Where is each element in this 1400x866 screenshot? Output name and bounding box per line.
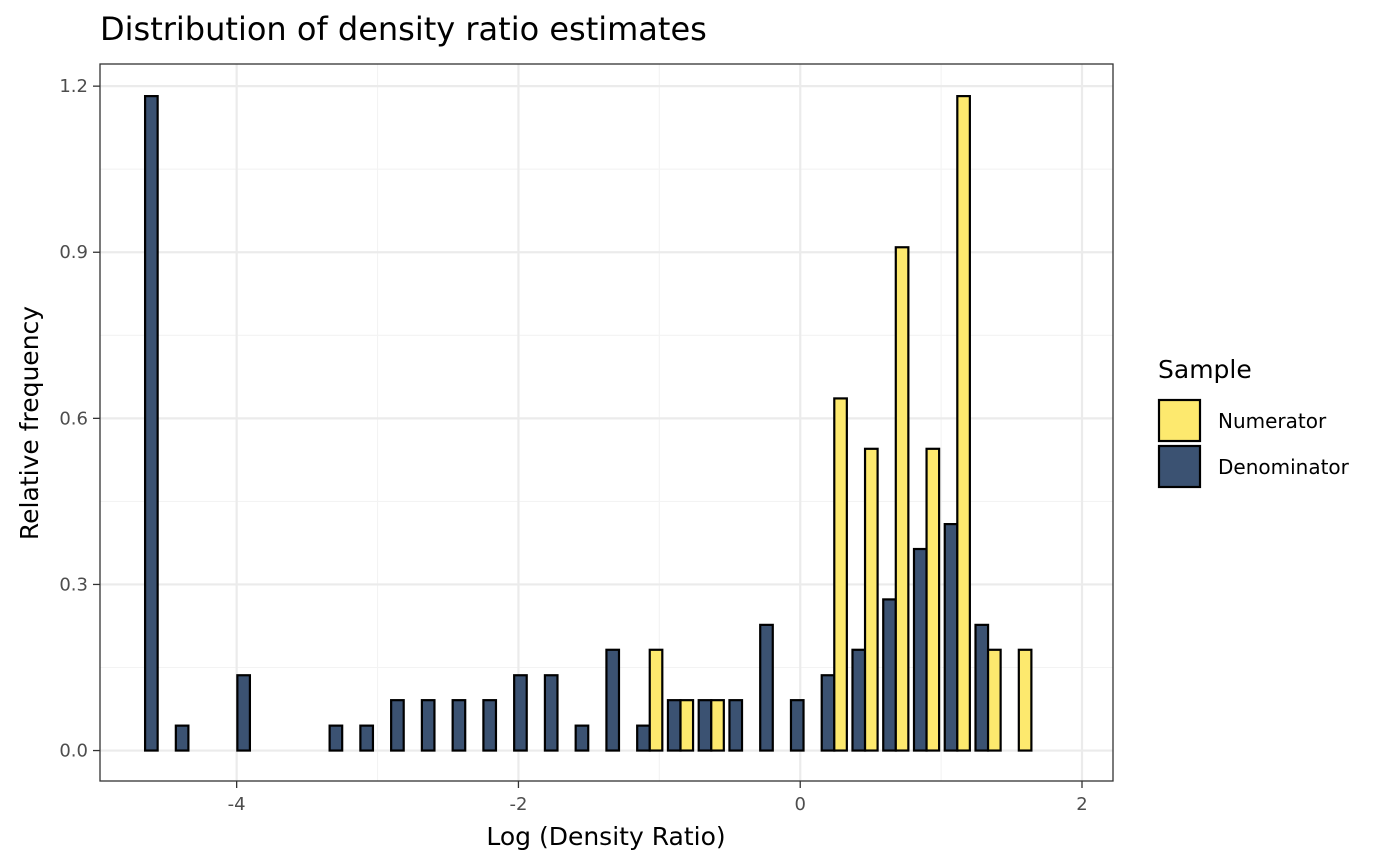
x-tick-label: 2	[1076, 794, 1087, 815]
bar-numerator	[833, 397, 848, 752]
bar-denominator	[236, 674, 252, 752]
x-tick-label: -4	[228, 794, 246, 815]
minor-gridlines	[100, 64, 1113, 781]
x-tick-label: 0	[794, 794, 805, 815]
bar-numerator	[925, 447, 941, 752]
bar-denominator	[728, 699, 744, 752]
x-axis: -4 -2 0 2	[228, 781, 1088, 815]
y-tick-label: 0.6	[59, 408, 88, 429]
y-tick-label: 0.0	[59, 741, 88, 762]
chart-title: Distribution of density ratio estimates	[100, 10, 707, 48]
bar-denominator	[359, 724, 375, 752]
bar-numerator	[986, 648, 1002, 752]
legend-label-numerator: Numerator	[1218, 409, 1327, 433]
bar-numerator	[648, 648, 664, 752]
bar-denominator	[543, 674, 559, 752]
bar-denominator	[882, 598, 897, 752]
bar-denominator	[974, 623, 990, 752]
bar-denominator	[605, 648, 621, 752]
bar-denominator	[390, 699, 405, 752]
panel-border	[99, 63, 1114, 782]
bar-denominator	[574, 724, 590, 752]
bar-numerator	[679, 699, 695, 752]
bar-denominator	[912, 547, 928, 752]
bar-denominator	[697, 699, 713, 752]
bar-numerator	[956, 95, 971, 752]
bar-denominator	[666, 699, 682, 752]
legend-label-denominator: Denominator	[1218, 455, 1350, 479]
y-axis: 0.0 0.3 0.6 0.9 1.2	[59, 76, 100, 762]
bar-denominator	[943, 522, 959, 752]
y-tick-label: 0.3	[59, 574, 88, 595]
bar-denominator	[174, 724, 190, 752]
x-axis-title: Log (Density Ratio)	[486, 822, 725, 851]
bar-denominator	[143, 95, 159, 752]
bar-denominator	[482, 699, 498, 752]
y-tick-label: 1.2	[59, 76, 88, 97]
bar-denominator	[513, 674, 528, 752]
bar-denominator	[328, 724, 344, 752]
legend: Sample Numerator Denominator	[1157, 355, 1350, 489]
legend-swatch-numerator	[1157, 398, 1202, 443]
x-tick-label: -2	[509, 794, 527, 815]
bar-denominator	[789, 699, 805, 752]
y-axis-title: Relative frequency	[15, 306, 44, 540]
bar-numerator	[863, 447, 879, 752]
bar-numerator	[1017, 648, 1033, 752]
legend-swatch-denominator	[1157, 444, 1202, 489]
bar-numerator	[894, 246, 910, 752]
y-tick-label: 0.9	[59, 242, 88, 263]
bar-denominator	[820, 674, 836, 752]
bar-denominator	[759, 623, 774, 752]
bar-denominator	[451, 699, 467, 752]
bar-numerator	[710, 699, 725, 752]
bar-denominator	[851, 648, 867, 752]
bar-denominator	[636, 724, 651, 752]
bars-group	[143, 95, 1033, 752]
legend-title: Sample	[1158, 355, 1252, 384]
bar-denominator	[420, 699, 436, 752]
